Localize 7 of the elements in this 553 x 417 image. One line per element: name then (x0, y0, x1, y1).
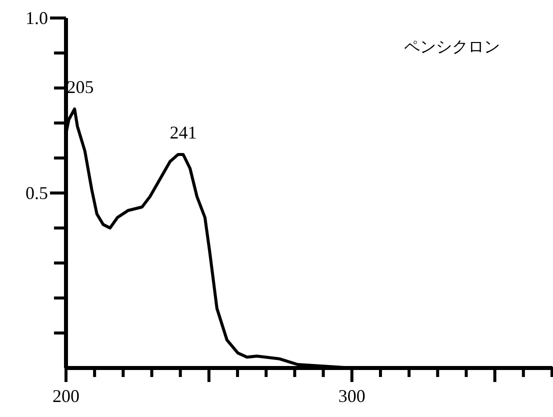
annotation: 205 (66, 77, 94, 97)
xtick: 200 (52, 386, 80, 406)
title: ペンシクロン (404, 39, 500, 56)
ytick: 0.5 (26, 183, 48, 203)
annotation: 241 (170, 122, 197, 142)
xtick: 300 (338, 386, 366, 406)
ytick: 1.0 (26, 8, 48, 28)
